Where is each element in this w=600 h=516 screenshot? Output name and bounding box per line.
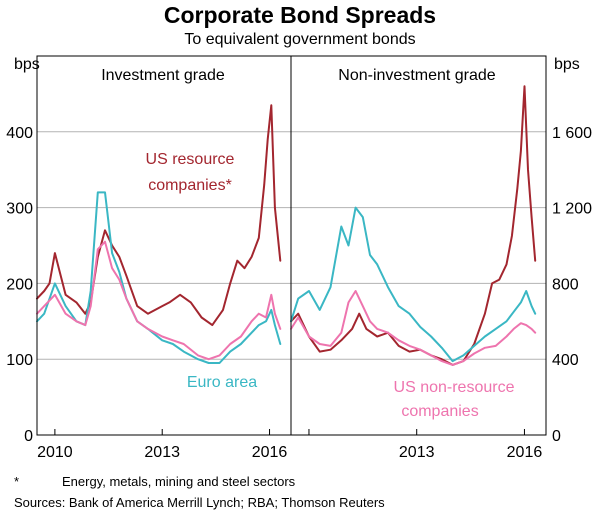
annotation-us-non-resource-line2: companies <box>401 403 478 420</box>
panel-title-non-investment-grade: Non-investment grade <box>338 67 496 84</box>
series-line-investment-grade-euro-area <box>36 191 282 364</box>
series-line-non-investment-grade-euro-area <box>290 206 537 363</box>
y-tick-label-investment-grade-100: 100 <box>6 352 33 369</box>
footnote-marker: * <box>14 474 20 489</box>
annotation-euro-area: Euro area <box>187 374 257 391</box>
y-tick-label-non-investment-grade-400: 400 <box>552 352 579 369</box>
annotation-us-resource-line2: companies* <box>148 177 232 194</box>
x-tick-label-investment-grade-2010: 2010 <box>37 444 73 461</box>
gridlines <box>37 131 546 360</box>
series-line-investment-grade-us-non-resource-companies <box>36 240 282 361</box>
y-tick-label-non-investment-grade-1200: 1 200 <box>552 201 592 218</box>
panel-title-investment-grade: Investment grade <box>101 67 225 84</box>
chart-subtitle: To equivalent government bonds <box>184 31 416 48</box>
y-tick-label-investment-grade-0: 0 <box>24 428 33 445</box>
chart-footnote: * Energy, metals, mining and steel sector… <box>14 474 295 489</box>
y-tick-label-non-investment-grade-1600: 1 600 <box>552 125 592 142</box>
series-line-non-investment-grade-us-non-resource-companies <box>290 290 537 366</box>
y-tick-label-non-investment-grade-800: 800 <box>552 276 579 293</box>
y-tick-label-non-investment-grade-0: 0 <box>552 428 561 445</box>
annotation-us-resource-line1: US resource <box>146 151 235 168</box>
chart-sources: Sources: Bank of America Merrill Lynch; … <box>14 495 385 510</box>
series-line-investment-grade-us-resource-companies <box>36 104 282 327</box>
x-tick-label-non-investment-grade-2013: 2013 <box>399 444 435 461</box>
chart-frame <box>36 55 547 436</box>
chart-text: Investment grade Non-investment grade bp… <box>14 56 580 420</box>
annotation-us-non-resource-line1: US non-resource <box>394 379 515 396</box>
left-axis-unit-label: bps <box>14 56 40 73</box>
right-axis-unit-label: bps <box>554 56 580 73</box>
series-lines <box>36 85 537 366</box>
x-tick-label-non-investment-grade-2016: 2016 <box>507 444 543 461</box>
x-tick-label-investment-grade-2016: 2016 <box>252 444 288 461</box>
chart-title: Corporate Bond Spreads <box>163 2 437 28</box>
footnote-text: Energy, metals, mining and steel sectors <box>62 474 296 489</box>
x-tick-label-investment-grade-2013: 2013 <box>144 444 180 461</box>
series-line-non-investment-grade-us-resource-companies <box>290 85 537 366</box>
axis-ticks: 0 100 200 300 400 2010 2013 2016 0 400 800 1 200 1 6… <box>6 125 592 461</box>
y-tick-label-investment-grade-300: 300 <box>6 201 33 218</box>
chart-plot-area: Investment grade Non-investment grade bp… <box>6 55 592 461</box>
y-tick-label-investment-grade-400: 400 <box>6 125 33 142</box>
y-tick-label-investment-grade-200: 200 <box>6 276 33 293</box>
